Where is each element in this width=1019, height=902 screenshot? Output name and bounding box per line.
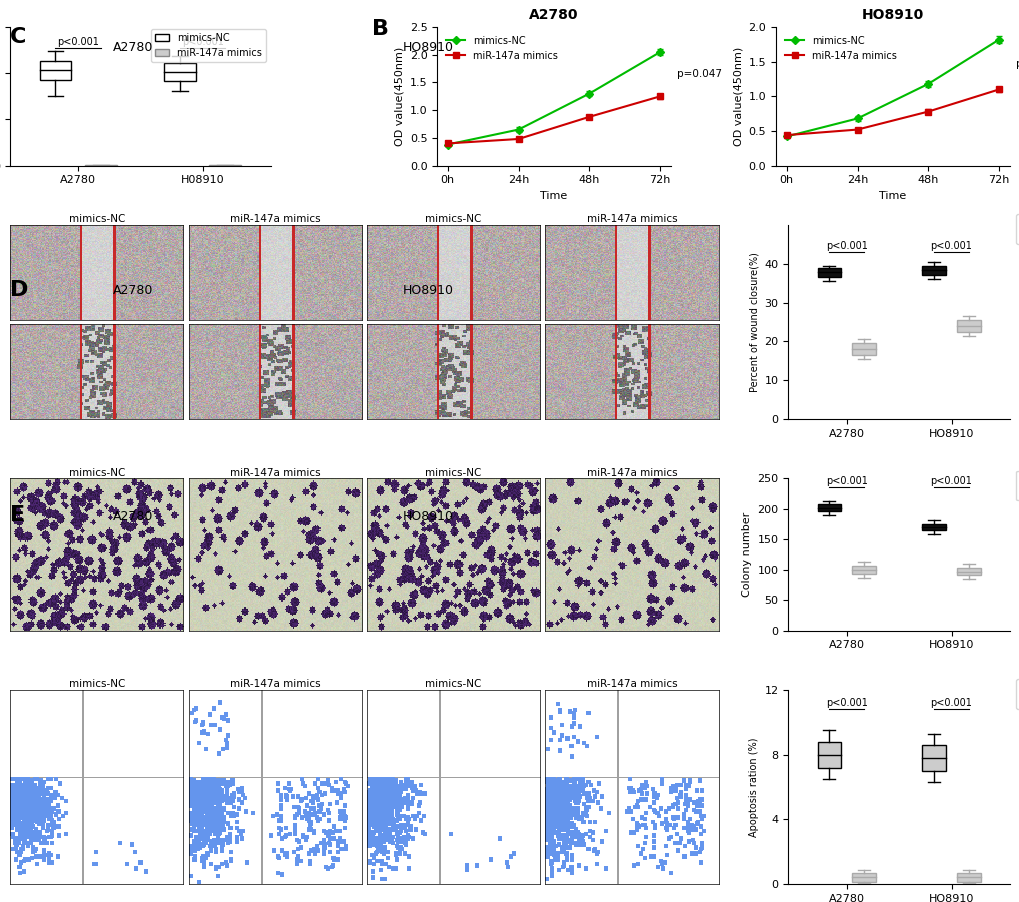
Bar [817, 504, 840, 511]
Legend: mimics-NC, miR-147a mimics: mimics-NC, miR-147a mimics [441, 32, 561, 65]
Bar [852, 344, 875, 354]
Legend: mimics-NC, miR-147a mimics: mimics-NC, miR-147a mimics [151, 29, 265, 62]
Text: A2780: A2780 [112, 510, 153, 522]
Bar [164, 63, 196, 81]
Text: p<0.001: p<0.001 [929, 476, 971, 486]
Text: p<0.001: p<0.001 [825, 241, 867, 251]
Y-axis label: Percent of wound closure(%): Percent of wound closure(%) [748, 252, 758, 391]
Text: E: E [10, 505, 25, 525]
Legend: mimics-NC, miR-147a mimics: mimics-NC, miR-147a mimics [781, 32, 900, 65]
Text: p<0.001: p<0.001 [929, 698, 971, 708]
Text: C: C [10, 27, 26, 47]
Text: p=0.044: p=0.044 [1015, 60, 1019, 69]
Bar [957, 873, 979, 881]
Title: miR-147a mimics: miR-147a mimics [229, 467, 320, 477]
Bar [921, 745, 945, 771]
Legend: mimics-NC, miR-147a mimics: mimics-NC, miR-147a mimics [1015, 214, 1019, 244]
Text: A2780: A2780 [112, 284, 153, 297]
Y-axis label: Colony number: Colony number [741, 511, 751, 597]
Title: mimics-NC: mimics-NC [425, 679, 481, 689]
Title: miR-147a mimics: miR-147a mimics [586, 679, 677, 689]
Legend: mimics-NC, miR-147a mimics: mimics-NC, miR-147a mimics [1015, 679, 1019, 709]
Text: p<0.001: p<0.001 [929, 241, 971, 251]
Y-axis label: Apoptosis ration (%): Apoptosis ration (%) [748, 737, 758, 837]
Text: HO8910: HO8910 [403, 510, 453, 522]
Bar [957, 320, 979, 332]
Text: p<0.001: p<0.001 [825, 476, 867, 486]
Text: p<0.001: p<0.001 [57, 37, 99, 47]
Text: HO8910: HO8910 [403, 41, 453, 53]
Title: mimics-NC: mimics-NC [425, 214, 481, 225]
Bar [852, 873, 875, 881]
Legend: mimics-NC, miR-147a mimics: mimics-NC, miR-147a mimics [1015, 471, 1019, 501]
Bar [817, 741, 840, 768]
Y-axis label: OD value(450nm): OD value(450nm) [393, 47, 404, 146]
Title: mimics-NC: mimics-NC [425, 467, 481, 477]
Y-axis label: OD value(450nm): OD value(450nm) [733, 47, 742, 146]
Bar [817, 269, 840, 277]
Text: HO8910: HO8910 [403, 284, 453, 297]
Title: mimics-NC: mimics-NC [68, 214, 125, 225]
Bar [40, 60, 71, 80]
Text: p<0.001: p<0.001 [825, 698, 867, 708]
Title: mimics-NC: mimics-NC [68, 467, 125, 477]
Title: HO8910: HO8910 [861, 8, 923, 22]
Text: p<0.001: p<0.001 [181, 37, 223, 47]
Title: miR-147a mimics: miR-147a mimics [586, 214, 677, 225]
Title: mimics-NC: mimics-NC [68, 679, 125, 689]
Title: miR-147a mimics: miR-147a mimics [586, 467, 677, 477]
Bar [852, 566, 875, 574]
Bar [921, 524, 945, 530]
Text: D: D [10, 280, 29, 299]
Text: A2780: A2780 [112, 41, 153, 53]
Title: miR-147a mimics: miR-147a mimics [229, 214, 320, 225]
X-axis label: Time: Time [540, 191, 567, 201]
Text: B: B [371, 19, 388, 39]
Title: A2780: A2780 [529, 8, 578, 22]
Bar [921, 266, 945, 275]
X-axis label: Time: Time [878, 191, 906, 201]
Bar [957, 568, 979, 575]
Text: p=0.047: p=0.047 [677, 69, 721, 79]
Title: miR-147a mimics: miR-147a mimics [229, 679, 320, 689]
